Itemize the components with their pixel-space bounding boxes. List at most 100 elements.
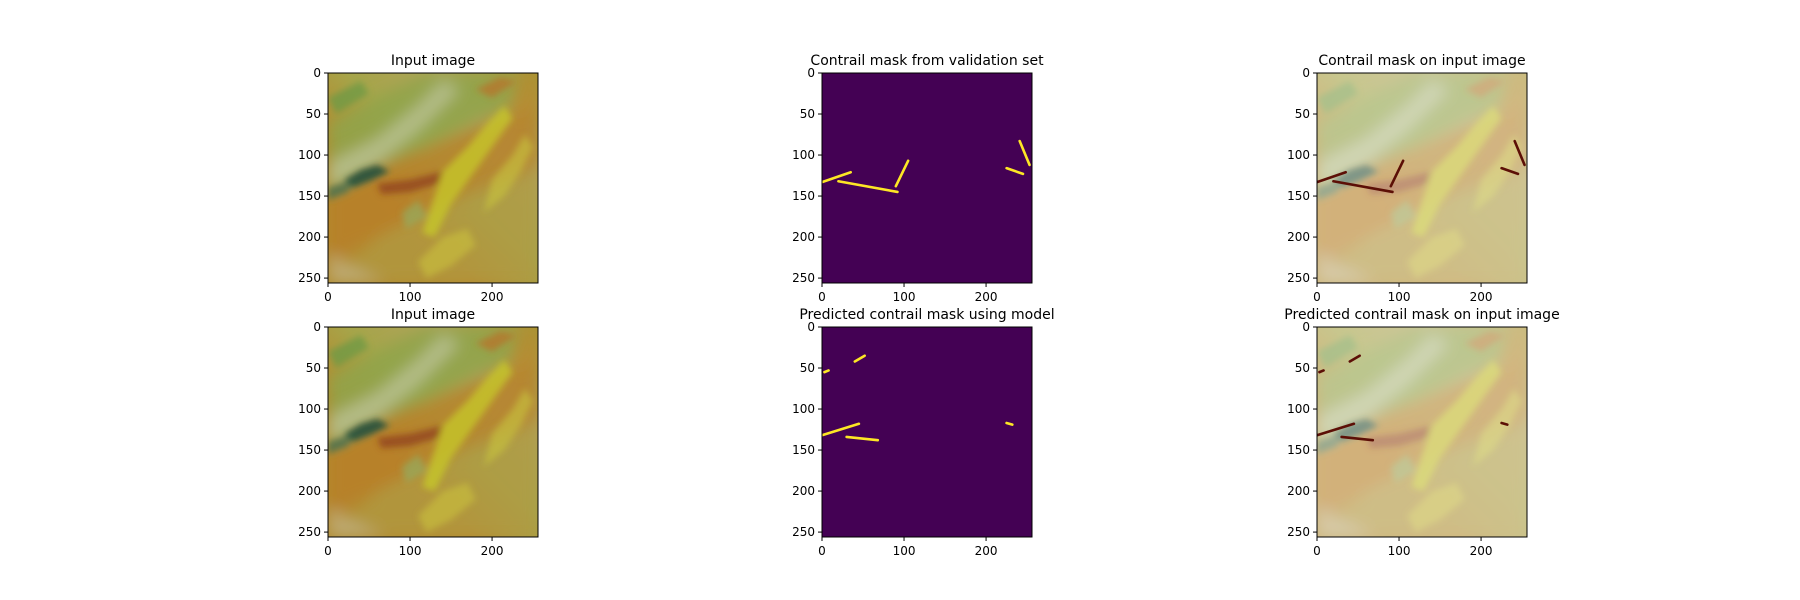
x-tick-label: 100 <box>1388 290 1411 304</box>
panel-title: Predicted contrail mask using model <box>799 307 1054 323</box>
contrail-mark <box>1348 354 1361 363</box>
contrail-mark <box>894 159 910 188</box>
x-tick-label: 0 <box>324 544 332 558</box>
y-tick-label: 150 <box>298 189 321 203</box>
image-area <box>1317 73 1527 283</box>
y-tick-label: 150 <box>1287 189 1310 203</box>
panel-title: Contrail mask from validation set <box>810 53 1044 69</box>
contrail-mark <box>837 179 899 194</box>
contrail-mark <box>845 435 880 442</box>
contrail-mark <box>1500 421 1509 426</box>
image-area <box>822 73 1032 283</box>
axes-frame <box>821 326 1033 538</box>
x-tick-label: 200 <box>1470 290 1493 304</box>
contrail-mark <box>853 354 866 363</box>
contrail-mark <box>822 422 861 437</box>
x-tick-label: 200 <box>975 290 998 304</box>
contrail-mark <box>1340 435 1375 442</box>
y-tick-label: 0 <box>807 66 815 80</box>
overlay-wash <box>1317 327 1527 537</box>
y-tick-label: 0 <box>313 320 321 334</box>
axes-frame <box>1316 326 1528 538</box>
satellite-image <box>328 73 538 283</box>
y-tick-label: 100 <box>298 148 321 162</box>
y-tick-label: 150 <box>298 443 321 457</box>
y-tick-label: 50 <box>800 107 815 121</box>
contrail-mark <box>823 369 830 374</box>
y-tick-label: 200 <box>792 484 815 498</box>
y-tick-label: 0 <box>313 66 321 80</box>
contrail-mark <box>1500 166 1520 176</box>
y-tick-label: 0 <box>1302 66 1310 80</box>
axes-frame <box>821 72 1033 284</box>
y-tick-label: 200 <box>792 230 815 244</box>
y-tick-label: 150 <box>792 189 815 203</box>
y-tick-label: 50 <box>1295 107 1310 121</box>
y-tick-label: 200 <box>298 230 321 244</box>
panel-title: Predicted contrail mask on input image <box>1284 307 1559 323</box>
panel-1: Input image 0 100 200 0 50 100 150 200 250 <box>298 53 539 304</box>
overlay-wash <box>1317 73 1527 283</box>
x-tick-label: 200 <box>481 544 504 558</box>
mask-background <box>822 327 1032 537</box>
x-tick-label: 100 <box>1388 544 1411 558</box>
y-tick-label: 250 <box>1287 271 1310 285</box>
image-area <box>328 327 538 537</box>
y-tick-label: 150 <box>792 443 815 457</box>
contrail-mark <box>1513 139 1526 167</box>
image-area <box>1317 327 1527 537</box>
contrail-mark <box>1389 159 1405 188</box>
x-tick-label: 0 <box>818 290 826 304</box>
y-tick-label: 100 <box>1287 148 1310 162</box>
x-tick-label: 0 <box>1313 290 1321 304</box>
x-tick-label: 0 <box>324 290 332 304</box>
contrail-mark <box>1317 422 1356 437</box>
y-tick-label: 50 <box>1295 361 1310 375</box>
contrail-mark <box>1018 139 1031 167</box>
axes-frame <box>327 72 539 284</box>
contrail-mark <box>1005 421 1014 426</box>
contrail-mark <box>822 170 853 184</box>
x-tick-label: 200 <box>481 290 504 304</box>
y-tick-label: 250 <box>298 271 321 285</box>
mask-background <box>822 73 1032 283</box>
satellite-image <box>328 327 538 537</box>
axes-frame <box>1316 72 1528 284</box>
y-tick-label: 250 <box>1287 525 1310 539</box>
y-tick-label: 100 <box>1287 402 1310 416</box>
x-tick-label: 0 <box>818 544 826 558</box>
axes-frame <box>327 326 539 538</box>
y-tick-label: 150 <box>1287 443 1310 457</box>
x-tick-label: 200 <box>975 544 998 558</box>
x-tick-label: 200 <box>1470 544 1493 558</box>
y-tick-label: 250 <box>792 525 815 539</box>
y-tick-label: 250 <box>792 271 815 285</box>
panel-3: Contrail mask on input image 0 100 200 0 50 10… <box>1287 53 1528 304</box>
y-tick-label: 0 <box>807 320 815 334</box>
panel-title: Contrail mask on input image <box>1318 53 1525 69</box>
x-tick-label: 0 <box>1313 544 1321 558</box>
panel-title: Input image <box>391 307 475 323</box>
y-tick-label: 50 <box>306 107 321 121</box>
y-tick-label: 50 <box>306 361 321 375</box>
contrail-mark <box>1005 166 1025 176</box>
x-tick-label: 100 <box>399 290 422 304</box>
x-tick-label: 100 <box>893 544 916 558</box>
image-area <box>822 327 1032 537</box>
y-tick-label: 200 <box>298 484 321 498</box>
y-tick-label: 100 <box>298 402 321 416</box>
x-tick-label: 100 <box>893 290 916 304</box>
y-tick-label: 200 <box>1287 484 1310 498</box>
contrail-mark <box>1317 170 1348 184</box>
y-tick-label: 250 <box>298 525 321 539</box>
y-tick-label: 0 <box>1302 320 1310 334</box>
contrail-mark <box>1332 179 1394 194</box>
y-tick-label: 100 <box>792 148 815 162</box>
y-tick-label: 50 <box>800 361 815 375</box>
panel-4: Input image 0 100 200 0 50 100 150 200 250 <box>298 307 539 558</box>
image-area <box>328 73 538 283</box>
